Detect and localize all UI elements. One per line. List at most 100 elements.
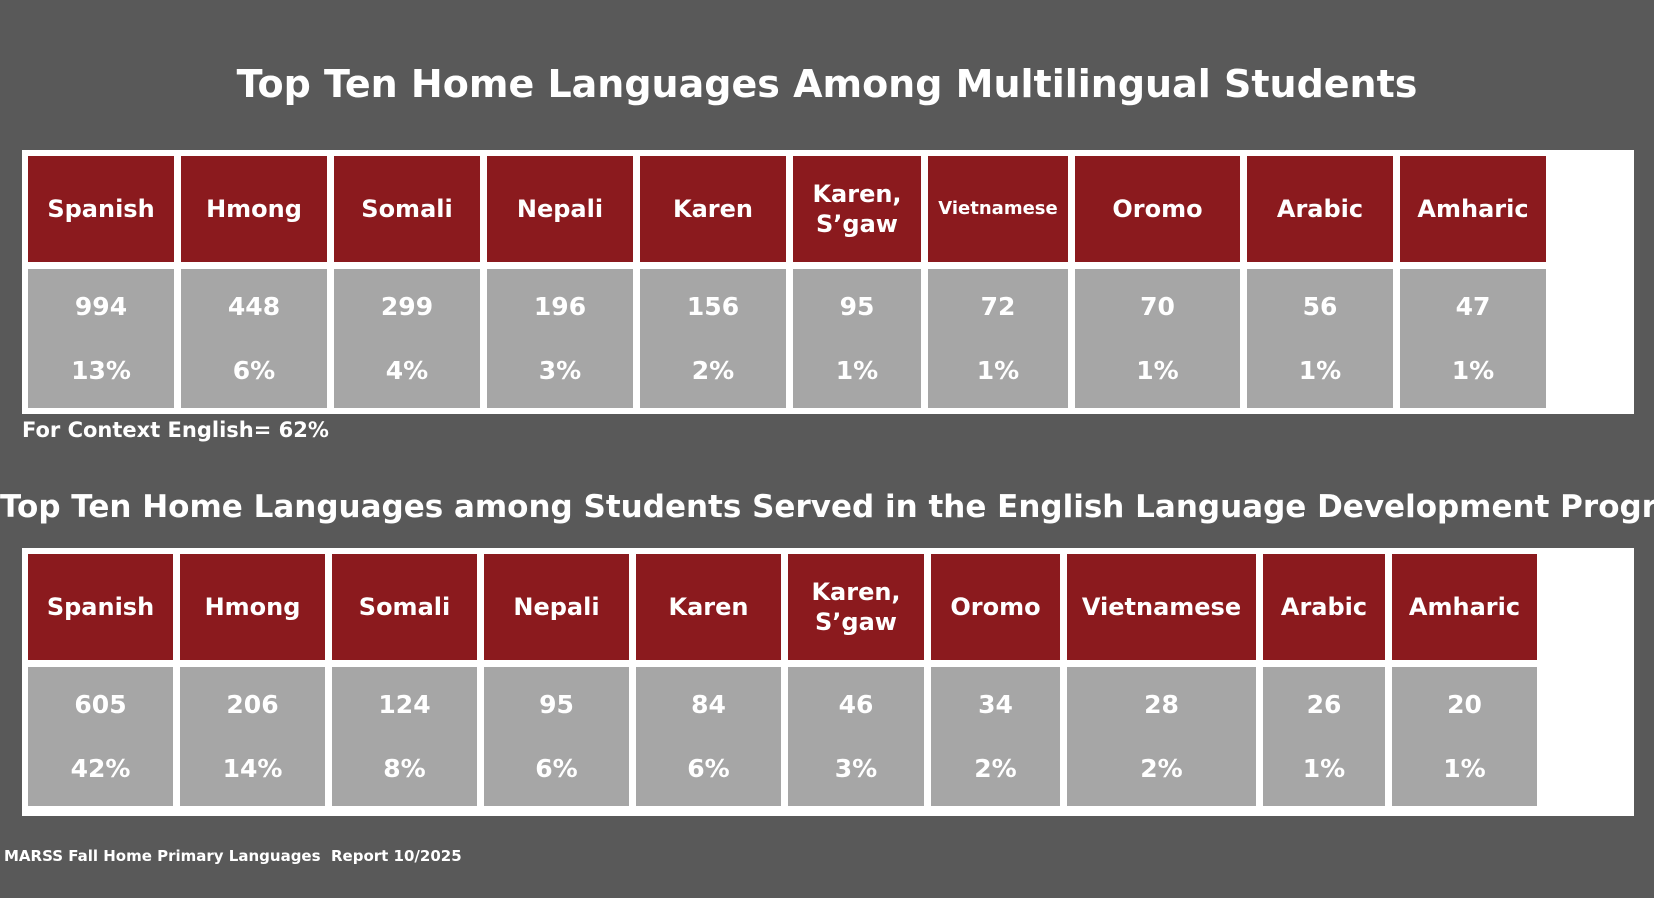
student-count: 26 <box>1306 689 1342 719</box>
header-row: Spanish Hmong Somali Nepali Karen Karen, S’gaw… <box>28 554 1628 660</box>
language-name: Spanish <box>46 593 155 621</box>
language-header-cell: Amharic <box>1400 156 1546 262</box>
value-cell: 28 2% <box>1067 667 1256 806</box>
student-count: 20 <box>1447 689 1482 719</box>
student-count: 994 <box>74 291 128 321</box>
student-percent: 2% <box>1140 753 1183 783</box>
language-name: Vietnamese <box>938 198 1058 219</box>
language-header-cell: Spanish <box>28 156 174 262</box>
language-name: S’gaw <box>815 608 897 636</box>
language-name: Spanish <box>47 195 155 223</box>
student-percent: 14% <box>222 753 283 783</box>
student-percent: 2% <box>691 355 735 385</box>
student-percent: 3% <box>538 355 582 385</box>
value-cell: 84 6% <box>636 667 781 806</box>
language-name: Karen, <box>811 578 901 606</box>
language-name: Arabic <box>1280 593 1368 621</box>
value-cell: 196 3% <box>487 269 633 408</box>
student-percent: 1% <box>1443 753 1486 783</box>
value-cell: 47 1% <box>1400 269 1546 408</box>
value-cell: 95 1% <box>793 269 921 408</box>
student-percent: 2% <box>974 753 1017 783</box>
student-percent: 42% <box>70 753 131 783</box>
student-count: 70 <box>1140 291 1175 321</box>
student-count: 47 <box>1455 291 1491 321</box>
value-cell: 34 2% <box>931 667 1060 806</box>
value-cell: 448 6% <box>181 269 327 408</box>
student-percent: 6% <box>232 355 276 385</box>
student-count: 124 <box>378 689 431 719</box>
student-count: 206 <box>226 689 279 719</box>
student-count: 72 <box>980 291 1016 321</box>
student-count: 28 <box>1144 689 1179 719</box>
student-percent: 1% <box>1136 355 1179 385</box>
student-percent: 4% <box>385 355 429 385</box>
language-header-cell: Somali <box>334 156 480 262</box>
value-cell: 994 13% <box>28 269 174 408</box>
language-header-cell: Vietnamese <box>1067 554 1256 660</box>
student-count: 46 <box>838 689 874 719</box>
value-cell: 605 42% <box>28 667 173 806</box>
value-cell: 124 8% <box>332 667 477 806</box>
language-name: Karen <box>673 195 753 223</box>
language-name: Nepali <box>513 593 600 621</box>
value-cell: 299 4% <box>334 269 480 408</box>
student-percent: 1% <box>835 355 879 385</box>
language-header-cell: Nepali <box>484 554 629 660</box>
languages-table-eld: Spanish Hmong Somali Nepali Karen Karen, S’gaw… <box>22 548 1634 816</box>
language-header-cell: Arabic <box>1263 554 1385 660</box>
student-percent: 1% <box>976 355 1020 385</box>
student-count: 605 <box>74 689 127 719</box>
student-count: 34 <box>978 689 1013 719</box>
student-count: 156 <box>686 291 740 321</box>
student-count: 56 <box>1302 291 1338 321</box>
value-cell: 156 2% <box>640 269 786 408</box>
language-header-cell: Amharic <box>1392 554 1537 660</box>
value-cell: 20 1% <box>1392 667 1537 806</box>
language-name: Karen, <box>812 180 902 208</box>
context-note: For Context English= 62% <box>22 418 329 442</box>
language-name: Hmong <box>206 195 302 223</box>
language-header-cell: Vietnamese <box>928 156 1068 262</box>
language-name: Oromo <box>950 593 1041 621</box>
language-name: Amharic <box>1408 593 1521 621</box>
value-cell: 95 6% <box>484 667 629 806</box>
language-header-cell: Arabic <box>1247 156 1393 262</box>
student-count: 448 <box>227 291 281 321</box>
student-count: 84 <box>691 689 726 719</box>
language-header-cell: Oromo <box>931 554 1060 660</box>
student-percent: 3% <box>834 753 878 783</box>
value-cell: 56 1% <box>1247 269 1393 408</box>
data-row: 994 13% 448 6% 299 4% 196 3% 156 2% 95 1% 72 1% 70 1% 56… <box>28 269 1628 408</box>
student-count: 95 <box>539 689 574 719</box>
value-cell: 206 14% <box>180 667 325 806</box>
student-percent: 6% <box>535 753 578 783</box>
student-percent: 1% <box>1451 355 1495 385</box>
language-name: Oromo <box>1112 195 1203 223</box>
language-name: Karen <box>668 593 749 621</box>
language-header-cell: Oromo <box>1075 156 1240 262</box>
student-percent: 13% <box>71 355 131 385</box>
language-name: Somali <box>361 195 453 223</box>
value-cell: 26 1% <box>1263 667 1385 806</box>
language-header-cell: Somali <box>332 554 477 660</box>
language-name: S’gaw <box>816 210 898 238</box>
student-count: 95 <box>839 291 875 321</box>
language-header-cell: Hmong <box>180 554 325 660</box>
language-name: Arabic <box>1276 195 1364 223</box>
language-name: Vietnamese <box>1081 593 1242 621</box>
value-cell: 70 1% <box>1075 269 1240 408</box>
student-percent: 8% <box>383 753 426 783</box>
source-footnote: MARSS Fall Home Primary Languages Report… <box>4 847 462 865</box>
student-percent: 6% <box>687 753 730 783</box>
student-percent: 1% <box>1298 355 1342 385</box>
language-name: Somali <box>358 593 451 621</box>
language-name: Hmong <box>204 593 301 621</box>
data-row: 605 42% 206 14% 124 8% 95 6% 84 6% 46 3% 34 2% 28 2% 26 1… <box>28 667 1628 806</box>
language-header-cell: Nepali <box>487 156 633 262</box>
language-header-cell: Karen, S’gaw <box>788 554 924 660</box>
language-header-cell: Karen, S’gaw <box>793 156 921 262</box>
student-percent: 1% <box>1302 753 1346 783</box>
table-2-title: Top Ten Home Languages among Students Se… <box>0 489 1654 525</box>
language-header-cell: Karen <box>640 156 786 262</box>
